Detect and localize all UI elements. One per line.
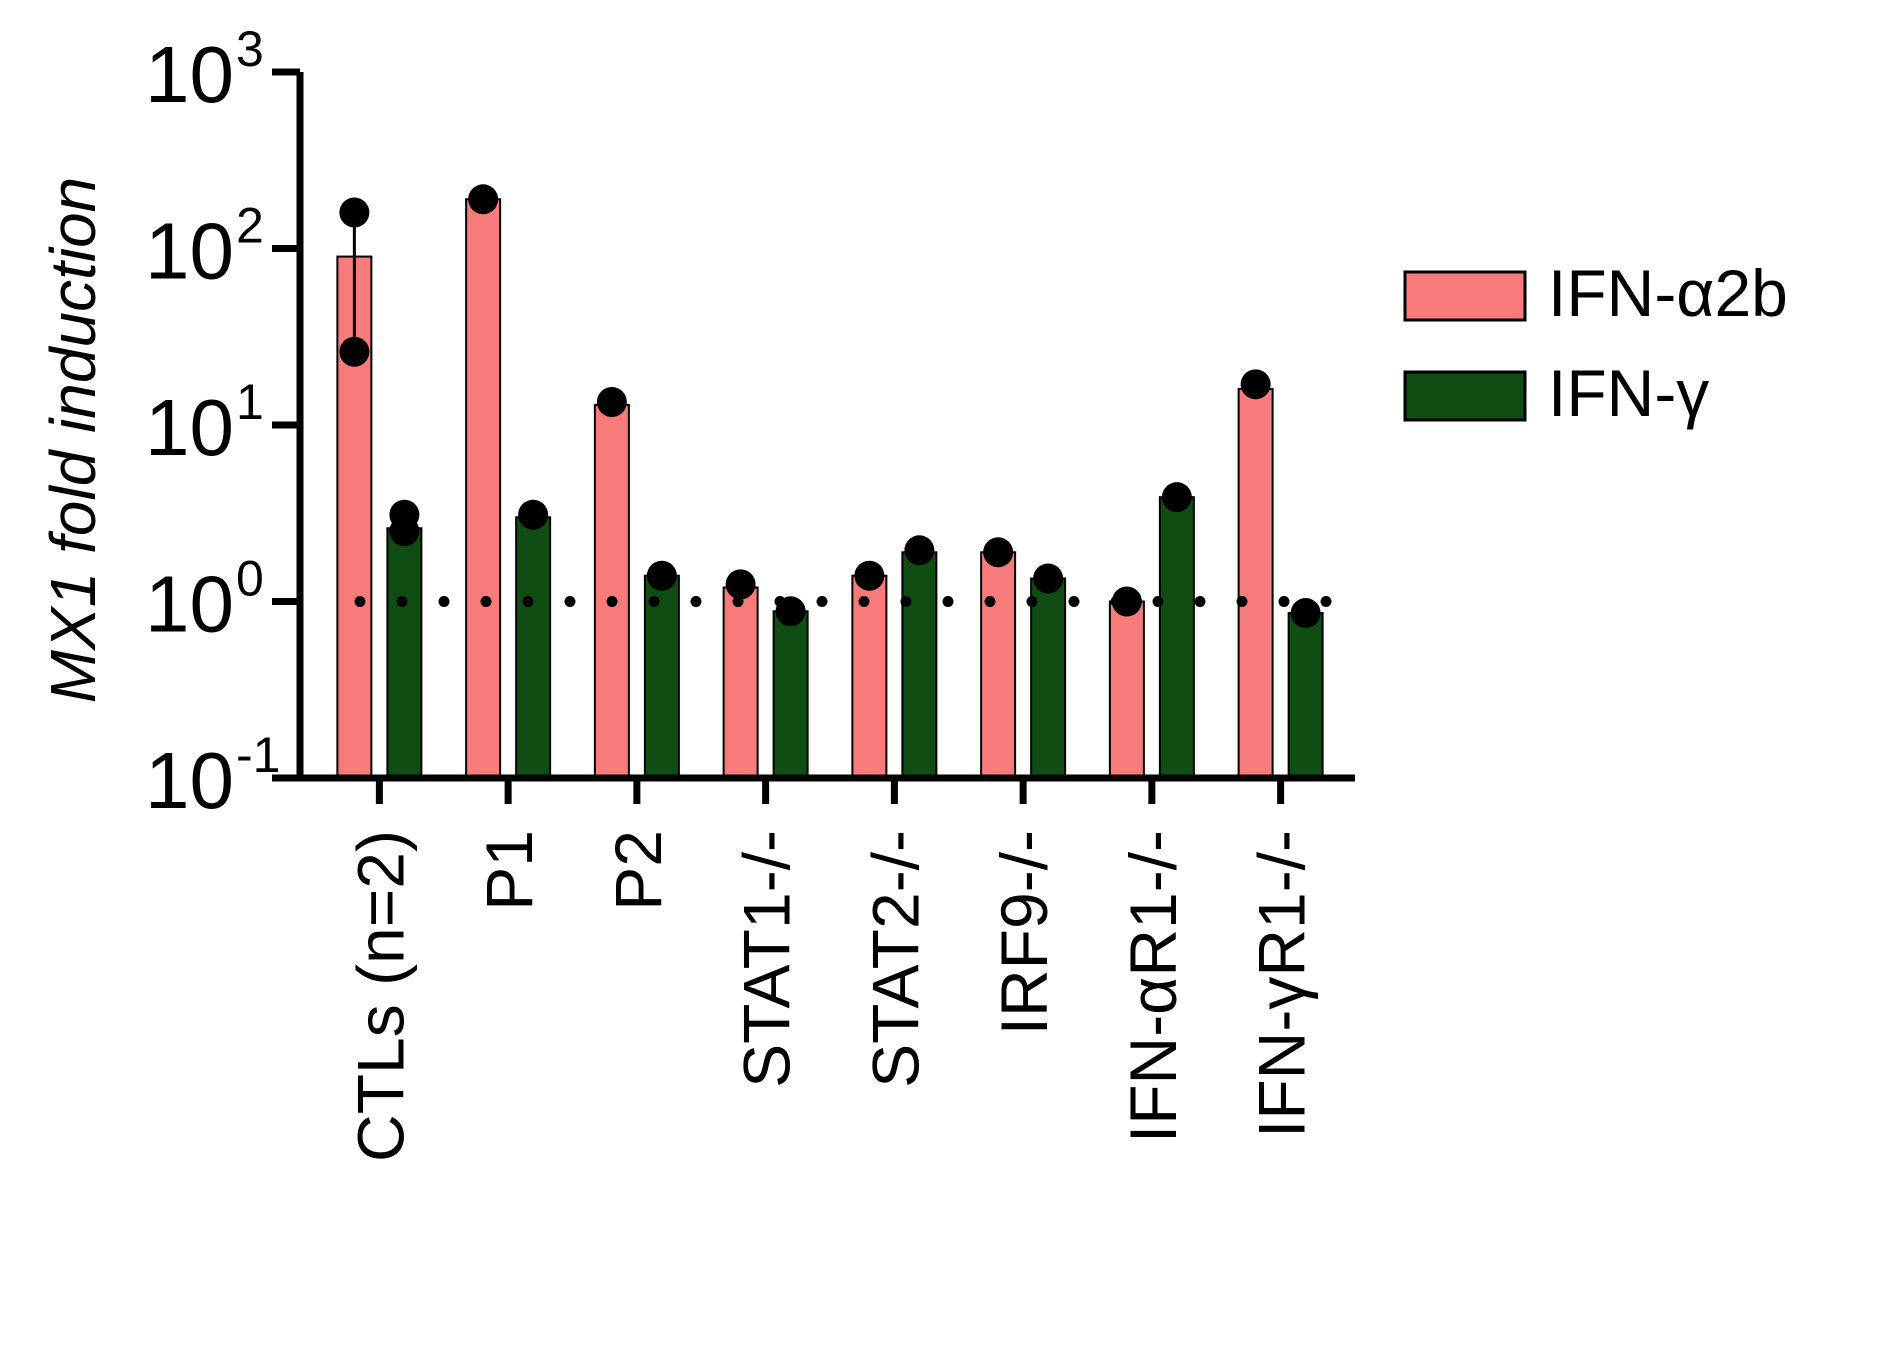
reference-dot (1026, 596, 1038, 607)
data-point-4-1-0 (904, 535, 935, 566)
y-tick-exponent-2: 1 (236, 374, 264, 430)
y-tick-label-0: 10 (145, 736, 234, 825)
y-tick-label-1: 10 (145, 560, 234, 649)
reference-dot (1278, 596, 1290, 607)
y-axis-label: MX1 fold induction (37, 177, 109, 704)
bar-ifn-gamma-0 (386, 527, 423, 779)
reference-dot (942, 596, 954, 607)
x-tick-label-4: STAT2-/- (858, 830, 932, 1088)
y-tick-exponent-1: 0 (236, 551, 264, 607)
y-tick-exponent-4: 3 (236, 21, 264, 77)
x-tick-label-5: IRF9-/- (987, 830, 1061, 1035)
reference-dot (1320, 596, 1332, 607)
bar-ifn-alpha2b-1 (465, 198, 502, 779)
bar-ifn-gamma-7 (1287, 612, 1324, 780)
bar-ifn-alpha2b-4 (851, 574, 888, 779)
x-tick-label-7: IFN-γR1-/- (1245, 830, 1319, 1138)
y-axis-label-group: MX1 fold induction (37, 177, 109, 704)
data-point-3-1-0 (775, 596, 806, 627)
reference-dot (606, 596, 618, 607)
y-tick-label-2: 10 (145, 383, 234, 472)
data-point-5-0-0 (983, 537, 1014, 568)
data-point-2-1-0 (646, 560, 677, 591)
y-tick-label-4: 10 (145, 30, 234, 119)
legend-swatch-0 (1403, 270, 1527, 322)
bar-ifn-alpha2b-2 (593, 403, 630, 779)
data-point-7-0-0 (1240, 369, 1271, 400)
data-point-6-1-0 (1161, 482, 1192, 513)
axes (296, 72, 1355, 782)
reference-dot (816, 596, 828, 607)
reference-dot (1068, 596, 1080, 607)
data-point-3-0-0 (725, 569, 756, 600)
bar-ifn-alpha2b-6 (1108, 600, 1145, 779)
data-point-6-0-0 (1111, 586, 1142, 617)
x-tick-label-3: STAT1-/- (730, 830, 804, 1088)
reference-dot (396, 596, 408, 607)
bar-ifn-gamma-2 (643, 574, 680, 779)
reference-dot (690, 596, 702, 607)
reference-dot (522, 596, 534, 607)
legend-label-1: IFN-γ (1548, 356, 1709, 430)
bar-ifn-gamma-5 (1030, 577, 1067, 779)
x-tick-label-6: IFN-αR1-/- (1116, 830, 1190, 1143)
x-ticks: CTLs (n=2) P1 P2 STAT1-/- STAT2-/- IRF9-/- IFN… (343, 778, 1319, 1162)
reference-dot (480, 596, 492, 607)
reference-dot (648, 596, 660, 607)
data-point-4-0-0 (854, 560, 885, 591)
data-point-0-1-1 (389, 516, 420, 547)
reference-dot (1236, 596, 1248, 607)
reference-dot (858, 596, 870, 607)
reference-dot (900, 596, 912, 607)
reference-dot (564, 596, 576, 607)
bar-ifn-alpha2b-7 (1237, 387, 1274, 779)
x-tick-label-2: P2 (601, 830, 675, 911)
bar-ifn-gamma-6 (1158, 496, 1195, 779)
bar-ifn-alpha2b-3 (722, 586, 759, 780)
data-point-0-0-0 (339, 197, 370, 228)
y-tick-exponent-0: -1 (236, 727, 280, 783)
legend: IFN-α2b IFN-γ (1403, 256, 1788, 430)
reference-dot (438, 596, 450, 607)
bar-ifn-gamma-1 (515, 516, 552, 779)
reference-dot (354, 596, 366, 607)
x-tick-label-0: CTLs (n=2) (343, 830, 417, 1162)
data-point-0-0-1 (339, 336, 370, 367)
data-point-1-1-0 (518, 499, 549, 530)
reference-dot (1194, 596, 1206, 607)
data-point-2-0-0 (596, 386, 627, 417)
y-tick-label-3: 10 (145, 207, 234, 296)
y-tick-exponent-3: 2 (236, 198, 264, 254)
legend-label-0: IFN-α2b (1548, 256, 1788, 330)
data-point-7-1-0 (1290, 598, 1321, 629)
bar-ifn-gamma-3 (772, 610, 809, 780)
x-tick-label-1: P1 (472, 830, 546, 911)
reference-dot (984, 596, 996, 607)
points-layer (339, 184, 1321, 629)
bar-ifn-alpha2b-5 (980, 551, 1017, 779)
legend-swatch-1 (1403, 370, 1527, 422)
data-point-5-1-0 (1033, 563, 1064, 594)
bar-ifn-gamma-4 (901, 551, 938, 779)
reference-dot (1152, 596, 1164, 607)
data-point-1-0-0 (468, 184, 499, 215)
